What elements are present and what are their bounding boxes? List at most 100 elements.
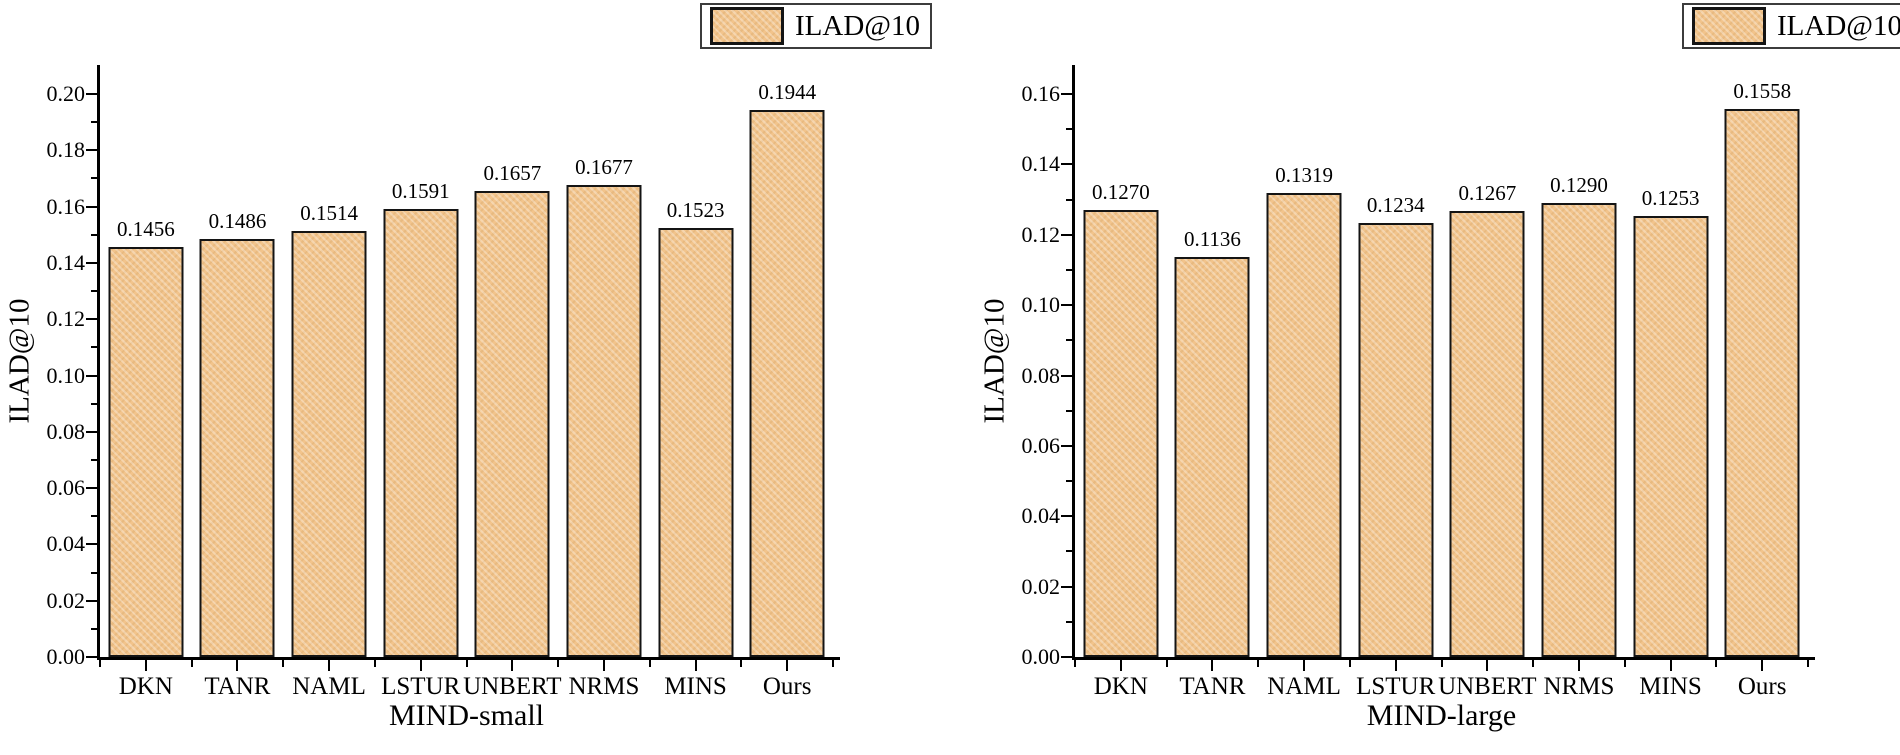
x-tick-minor: [1440, 660, 1443, 667]
category-label: LSTUR: [381, 673, 461, 700]
plot-area: ILAD@10 MIND-large 0.00 0.02 0.04 0.06 0.08 0…: [979, 65, 1815, 731]
bar-slot: 0.1319 NAML: [1258, 65, 1350, 699]
bar-value-label: 0.1944: [758, 79, 817, 104]
category-label: NAML: [1267, 673, 1341, 700]
bar-slot: 0.1523 MINS: [650, 65, 742, 699]
x-tick-major: [328, 660, 331, 671]
y-minor-tick: [91, 290, 97, 293]
y-minor-tick: [1066, 480, 1072, 483]
y-tick: [1061, 374, 1072, 377]
y-axis-title: ILAD@10: [978, 298, 1011, 424]
y-tick: [1061, 163, 1072, 166]
y-tick-label: 0.12: [1021, 221, 1061, 247]
bar-slot: 0.1253 MINS: [1625, 65, 1717, 699]
bar-value-label: 0.1253: [1641, 186, 1700, 211]
x-tick-minor: [648, 660, 651, 667]
y-minor-tick: [91, 571, 97, 574]
bar-value-label: 0.1270: [1091, 180, 1150, 205]
x-tick-minor: [1532, 660, 1535, 667]
x-axis-title: MIND-small: [389, 699, 544, 732]
x-axis-title: MIND-large: [1366, 699, 1517, 732]
bar-slot: 0.1456 DKN: [100, 65, 192, 699]
y-minor-tick: [1066, 268, 1072, 271]
bar: [108, 247, 184, 657]
category-label: NRMS: [568, 673, 640, 700]
bar-slot: 0.1136 TANR: [1167, 65, 1259, 699]
y-minor-tick: [1066, 550, 1072, 553]
y-minor-tick: [91, 177, 97, 180]
bar-slot: 0.1677 NRMS: [558, 65, 650, 699]
category-label: NAML: [292, 673, 366, 700]
y-minor-tick: [91, 121, 97, 124]
y-tick: [1061, 515, 1072, 518]
bar-value-label: 0.1514: [300, 200, 358, 225]
y-tick-label: 0.06: [46, 475, 86, 501]
x-tick-major: [694, 660, 697, 671]
y-tick-label: 0.06: [1021, 432, 1061, 458]
bar-value-label: 0.1677: [575, 154, 633, 179]
bar-slot: 0.1486 TANR: [192, 65, 284, 699]
y-tick: [86, 149, 97, 152]
x-tick-minor: [1715, 660, 1718, 667]
y-tick: [1061, 93, 1072, 95]
category-label: Ours: [762, 673, 812, 700]
bar-slot: 0.1234 LSTUR: [1350, 65, 1442, 699]
category-label: DKN: [1093, 673, 1148, 700]
chart-panel-mind-small: ILAD@10 ILAD@10 MIND-small 0.00 0.02 0.04 0…: [4, 3, 932, 732]
bar: [1541, 203, 1617, 657]
y-tick-label: 0.10: [1021, 292, 1061, 318]
bar: [291, 230, 367, 657]
y-tick-label: 0.10: [46, 362, 86, 388]
y-tick: [86, 205, 97, 208]
bar: [1449, 211, 1525, 657]
x-tick-minor: [832, 660, 834, 667]
y-tick-label: 0.04: [1021, 503, 1061, 529]
bar-slot: 0.1514 NAML: [283, 65, 375, 699]
x-tick-major: [1669, 660, 1672, 671]
y-tick-label: 0.02: [1021, 573, 1061, 599]
x-tick-minor: [1165, 660, 1168, 667]
x-tick-minor: [1807, 660, 1809, 667]
y-tick-label: 0.14: [46, 249, 86, 275]
category-label: MINS: [664, 673, 727, 700]
x-tick-minor: [557, 660, 560, 667]
bar-value-label: 0.1558: [1733, 78, 1792, 103]
category-label: Ours: [1737, 673, 1787, 700]
y-tick: [86, 430, 97, 433]
y-tick: [1061, 304, 1072, 307]
y-tick: [86, 656, 97, 658]
bar-value-label: 0.1267: [1458, 181, 1517, 206]
x-tick-minor: [740, 660, 743, 667]
x-tick-minor: [1257, 660, 1260, 667]
x-tick-major: [1119, 660, 1122, 671]
x-tick-major: [144, 660, 147, 671]
x-tick-major: [1303, 660, 1306, 671]
x-tick-major: [236, 660, 239, 671]
y-tick-label: 0.20: [46, 81, 86, 106]
y-tick: [1061, 444, 1072, 447]
bar-slot: 0.1558 Ours: [1716, 65, 1808, 699]
bar-value-label: 0.1234: [1366, 192, 1425, 217]
y-tick: [86, 487, 97, 490]
y-tick-label: 0.16: [46, 193, 86, 219]
x-tick-major: [1394, 660, 1397, 671]
bar: [1266, 192, 1342, 657]
category-label: NRMS: [1543, 673, 1615, 700]
x-tick-minor: [99, 660, 101, 667]
category-label: UNBERT: [463, 673, 562, 700]
y-tick-label: 0.18: [46, 137, 86, 163]
y-minor-tick: [91, 346, 97, 349]
x-tick-minor: [282, 660, 285, 667]
x-tick-minor: [1623, 660, 1626, 667]
bar: [1358, 222, 1434, 657]
y-tick-label: 0.04: [46, 531, 86, 557]
bar: [474, 190, 550, 657]
category-label: UNBERT: [1438, 673, 1537, 700]
legend-swatch-icon: [710, 7, 784, 45]
y-tick-label: 0.14: [1021, 151, 1061, 177]
y-minor-tick: [91, 402, 97, 405]
bar-value-label: 0.1657: [483, 160, 542, 185]
y-minor-tick: [91, 458, 97, 461]
y-minor-tick: [1066, 128, 1072, 131]
